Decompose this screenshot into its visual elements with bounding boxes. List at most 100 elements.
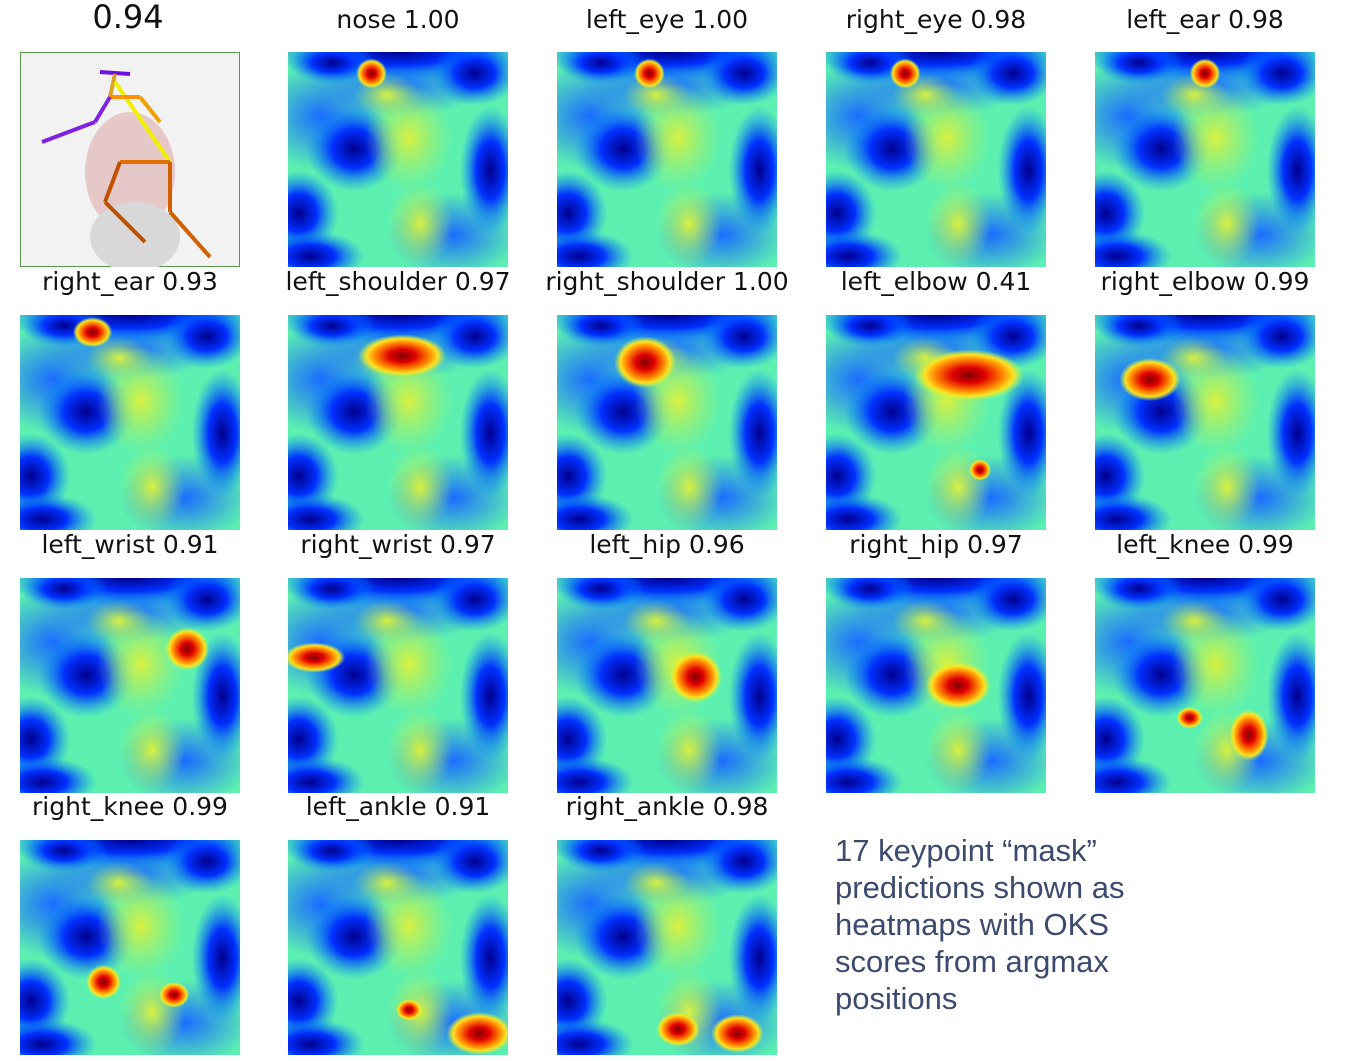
warm-region <box>656 707 722 793</box>
warm-region <box>892 600 958 643</box>
warm-region <box>354 600 420 643</box>
cold-region <box>288 567 376 610</box>
warm-region <box>925 181 991 267</box>
cold-region <box>431 567 519 632</box>
warm-region <box>623 862 689 905</box>
hot-spot <box>356 58 387 88</box>
cold-region <box>998 632 1060 761</box>
warm-region <box>119 969 185 1055</box>
warm-region <box>86 862 152 905</box>
heatmap <box>0 548 262 808</box>
warm-region <box>387 707 453 793</box>
keypoint-label: left_ankle 0.91 <box>306 792 491 821</box>
keypoint-label: left_knee 0.99 <box>1116 530 1294 559</box>
keypoint-label: right_shoulder 1.00 <box>545 267 788 296</box>
hot-spot <box>159 982 190 1008</box>
cold-region <box>969 567 1057 632</box>
heatmap <box>255 548 530 808</box>
heatmap <box>1062 285 1337 545</box>
heatmap <box>524 22 799 282</box>
cold-region <box>729 106 791 235</box>
cold-region <box>793 756 903 808</box>
overall-score: 0.94 <box>92 0 163 36</box>
cold-region <box>700 829 788 894</box>
hot-spot <box>614 337 676 389</box>
warm-region <box>925 707 991 793</box>
keypoint-label: left_hip 0.96 <box>589 530 744 559</box>
cold-region <box>20 829 108 872</box>
cold-region <box>700 41 788 106</box>
hot-spot <box>165 627 209 670</box>
cold-region <box>557 829 645 872</box>
keypoint-label: left_shoulder 0.97 <box>285 267 510 296</box>
cold-region <box>1095 304 1183 347</box>
warm-region <box>656 444 722 530</box>
hot-spot <box>1119 358 1181 401</box>
heatmap <box>0 285 262 545</box>
cold-region <box>163 829 251 894</box>
warm-region <box>387 181 453 267</box>
keypoint-label: left_eye 1.00 <box>586 5 748 34</box>
keypoint-label: right_wrist 0.97 <box>300 530 495 559</box>
cold-region <box>557 567 645 610</box>
hot-spot <box>446 1012 512 1055</box>
cold-region <box>1095 567 1183 610</box>
heatmap <box>793 285 1068 545</box>
heatmap <box>255 22 530 282</box>
cold-region <box>1062 756 1172 808</box>
keypoint-label: nose 1.00 <box>336 5 459 34</box>
hot-spot <box>396 999 422 1021</box>
heatmap <box>0 810 262 1057</box>
cold-region <box>460 106 522 235</box>
keypoint-label: left_wrist 0.91 <box>41 530 218 559</box>
heatmap <box>524 285 799 545</box>
cold-region <box>163 567 251 632</box>
warm-region <box>387 444 453 530</box>
cold-region <box>1267 106 1329 235</box>
cold-region <box>192 894 254 1023</box>
keypoint-label: right_ear 0.93 <box>42 267 218 296</box>
cold-region <box>700 567 788 632</box>
hot-spot <box>925 662 991 709</box>
warm-region <box>623 600 689 643</box>
keypoint-label: right_eye 0.98 <box>846 5 1026 34</box>
hot-spot <box>914 349 1024 401</box>
warm-region <box>1161 600 1227 643</box>
heatmap <box>255 810 530 1057</box>
hot-spot <box>73 317 113 347</box>
warm-region <box>119 444 185 530</box>
cold-region <box>288 829 376 872</box>
heatmap <box>793 548 1068 808</box>
skier-image <box>20 52 240 272</box>
heatmap <box>255 285 530 545</box>
hot-spot <box>890 58 921 88</box>
warm-region <box>119 707 185 793</box>
warm-region <box>1194 181 1260 267</box>
warm-region <box>86 600 152 643</box>
cold-region <box>700 304 788 369</box>
heatmap <box>1062 22 1337 282</box>
caption: 17 keypoint “mask” predictions shown as … <box>835 832 1205 1017</box>
cold-region <box>729 894 791 1023</box>
heatmap <box>524 810 799 1057</box>
heatmap <box>524 548 799 808</box>
hot-spot <box>656 1012 700 1046</box>
cold-region <box>1095 41 1183 84</box>
hot-spot <box>86 965 121 999</box>
warm-region <box>354 862 420 905</box>
cold-region <box>729 369 791 498</box>
hot-spot <box>1229 709 1269 761</box>
heatmap <box>1062 548 1337 808</box>
heatmap <box>793 22 1068 282</box>
cold-region <box>431 41 519 106</box>
cold-region <box>431 829 519 894</box>
hot-spot <box>284 643 346 673</box>
skeleton-bone <box>100 72 130 74</box>
cold-region <box>460 632 522 761</box>
cold-region <box>826 567 914 610</box>
keypoint-label: right_elbow 0.99 <box>1101 267 1310 296</box>
keypoint-label: left_elbow 0.41 <box>841 267 1032 296</box>
warm-region <box>656 181 722 267</box>
cold-region <box>1238 567 1326 632</box>
cold-region <box>20 567 108 610</box>
